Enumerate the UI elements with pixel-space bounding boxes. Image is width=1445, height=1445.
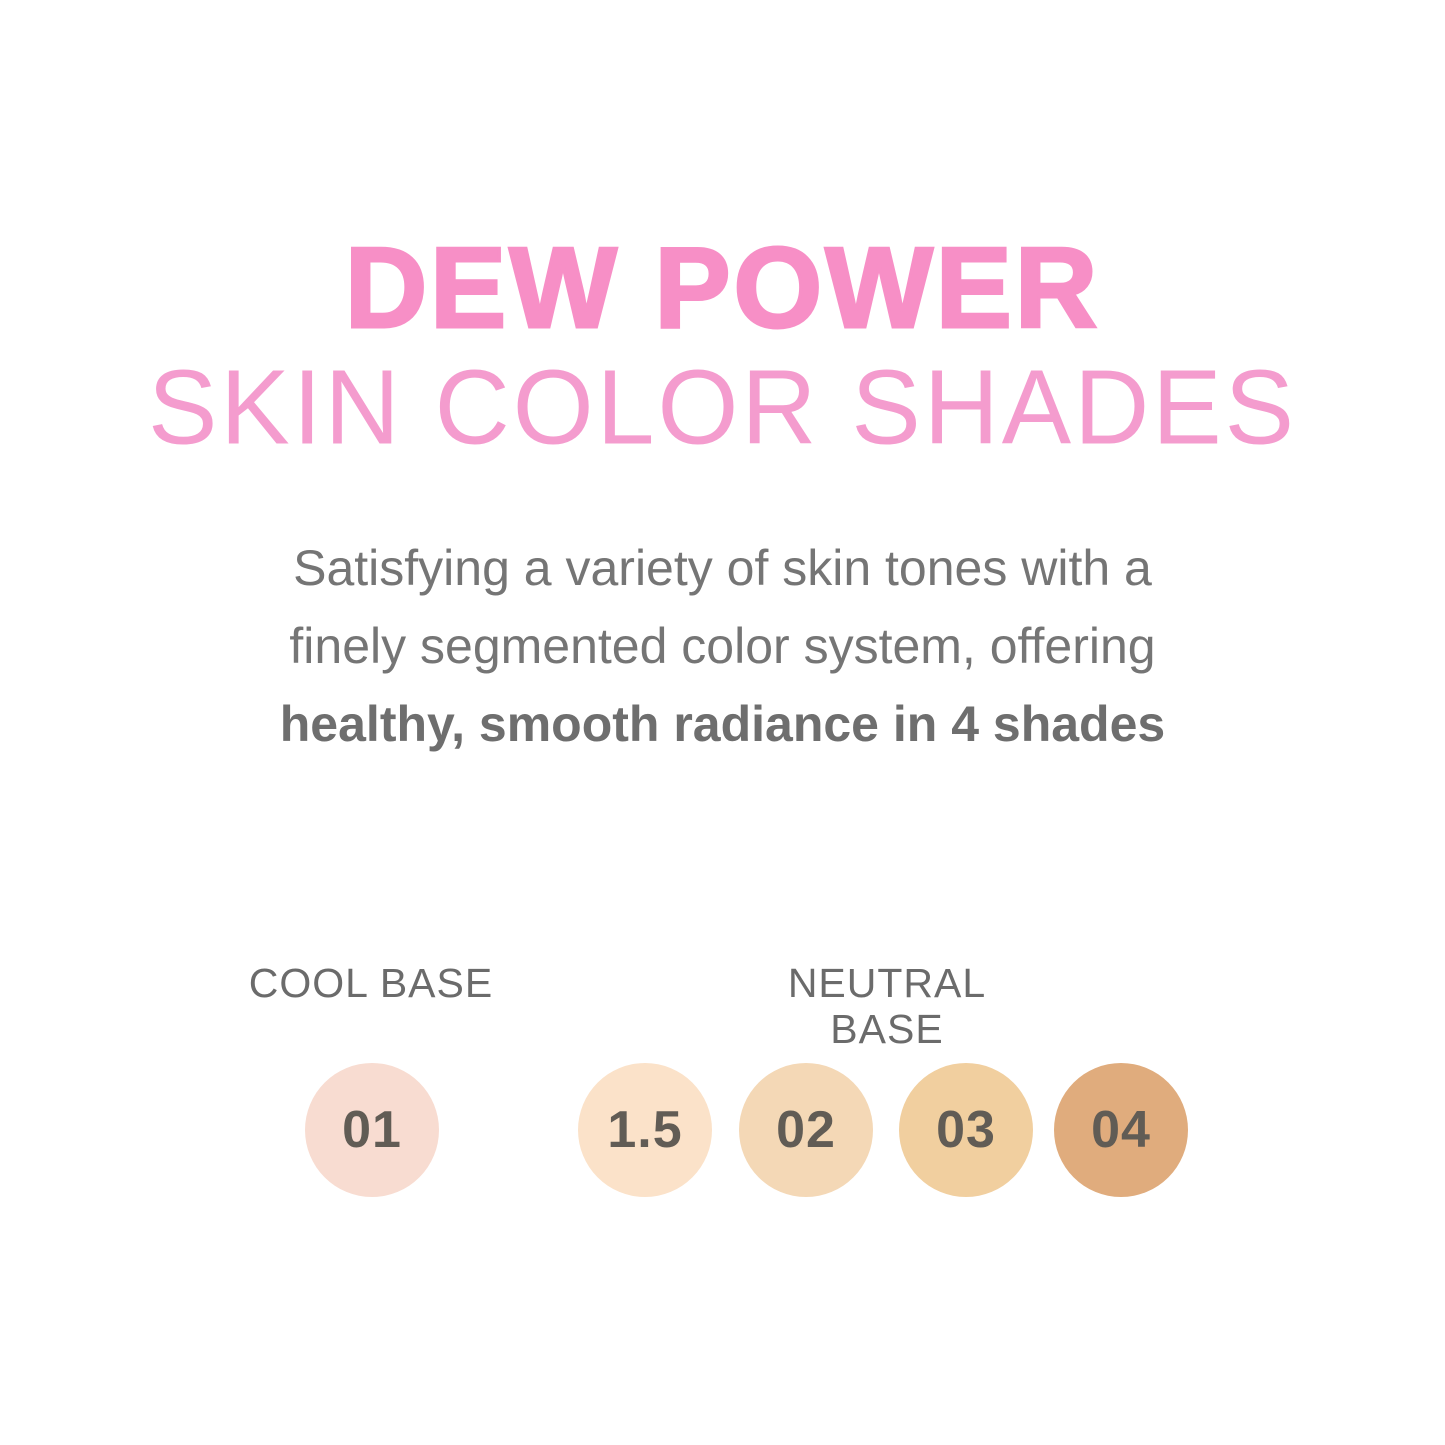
cool-base-label: COOL BASE [248, 960, 494, 1006]
shade-number: 04 [1091, 1101, 1151, 1159]
product-title: DEW POWER [343, 225, 1101, 352]
shade-number: 03 [936, 1101, 996, 1159]
shade-swatch-04: 04 [1054, 1063, 1188, 1197]
product-description: Satisfying a variety of skin tones with … [0, 529, 1445, 763]
shade-number: 1.5 [607, 1101, 683, 1159]
shade-swatch-1-5: 1.5 [578, 1063, 712, 1197]
shade-swatch-01: 01 [305, 1063, 439, 1197]
description-line-2: finely segmented color system, offering [289, 618, 1156, 674]
description-line-1: Satisfying a variety of skin tones with … [293, 540, 1152, 596]
shade-number: 01 [342, 1101, 402, 1159]
shade-swatch-02: 02 [739, 1063, 873, 1197]
shade-number: 02 [776, 1101, 836, 1159]
product-subtitle: SKIN COLOR SHADES [147, 348, 1298, 468]
description-line-3-bold: healthy, smooth radiance in 4 shades [279, 696, 1166, 752]
neutral-base-label: NEUTRAL BASE [787, 960, 987, 1052]
shade-swatch-03: 03 [899, 1063, 1033, 1197]
